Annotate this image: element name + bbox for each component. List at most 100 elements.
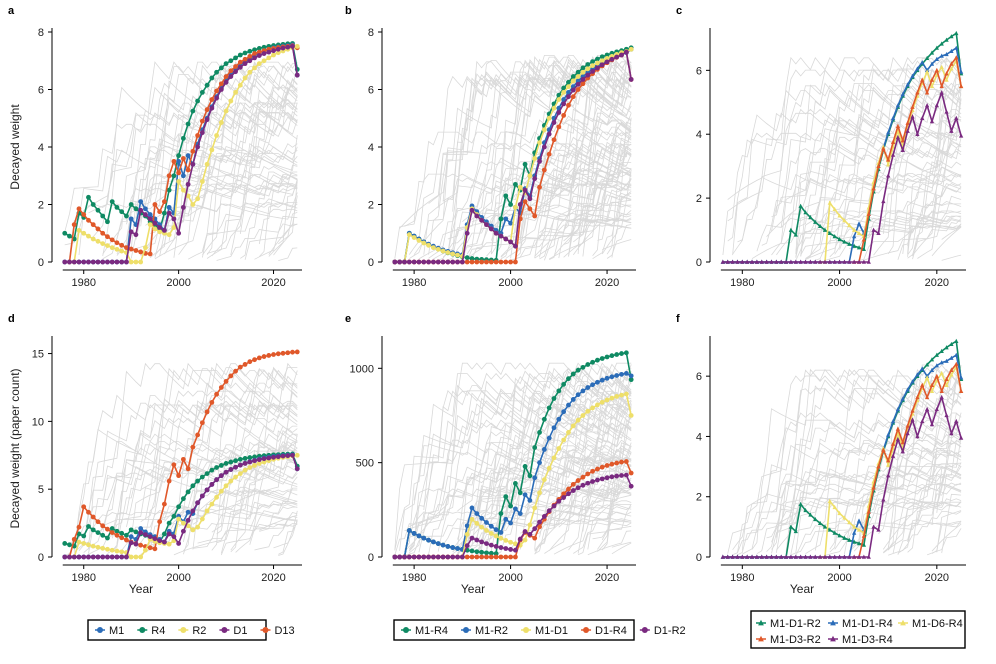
background-line	[394, 390, 632, 551]
background-line	[164, 366, 298, 522]
data-point	[817, 259, 823, 264]
data-point	[161, 210, 167, 216]
data-point	[851, 234, 857, 239]
background-line	[800, 118, 962, 257]
background-line	[423, 397, 632, 511]
data-point	[228, 58, 234, 64]
legend-label: D1-R2	[654, 625, 686, 637]
data-point	[488, 542, 494, 548]
data-point	[599, 377, 605, 383]
data-point	[71, 222, 77, 228]
data-point	[954, 418, 959, 424]
data-point	[541, 477, 547, 483]
data-point	[503, 554, 509, 560]
data-point	[895, 426, 901, 431]
data-point	[109, 237, 115, 243]
data-point	[813, 516, 818, 522]
data-point	[944, 376, 949, 381]
background-line	[442, 143, 632, 258]
data-point	[609, 56, 615, 62]
data-point	[228, 68, 234, 74]
background-line	[592, 137, 632, 256]
data-point	[575, 69, 581, 75]
data-point	[252, 51, 257, 56]
data-point	[590, 63, 595, 69]
background-line	[428, 488, 632, 555]
data-point	[890, 152, 896, 157]
data-point	[95, 238, 101, 244]
background-line	[466, 224, 632, 261]
data-point	[895, 437, 901, 442]
data-point	[95, 207, 101, 213]
background-line	[912, 195, 962, 260]
series-D1	[62, 43, 300, 265]
data-point	[541, 416, 547, 422]
data-point	[546, 131, 552, 137]
data-point	[871, 186, 876, 191]
data-point	[161, 199, 167, 205]
data-point	[233, 64, 238, 69]
data-point	[204, 82, 210, 88]
data-point	[109, 526, 115, 531]
background-line	[805, 472, 962, 555]
data-point	[949, 341, 954, 347]
data-point	[421, 259, 427, 265]
data-point	[827, 200, 833, 205]
data-point	[740, 554, 745, 559]
data-point	[934, 56, 939, 61]
data-point	[474, 259, 480, 265]
data-point	[455, 546, 460, 551]
data-point	[595, 466, 600, 472]
data-point	[166, 531, 172, 537]
data-point	[62, 230, 68, 236]
data-point	[180, 135, 186, 141]
data-point	[730, 259, 735, 264]
data-point	[62, 541, 68, 546]
background-line	[173, 503, 298, 556]
background-line	[278, 212, 298, 245]
data-point	[86, 542, 91, 548]
data-point	[498, 259, 504, 265]
background-line	[577, 520, 632, 556]
data-point	[474, 213, 480, 219]
data-point	[939, 90, 944, 95]
data-point	[522, 199, 528, 205]
data-point	[881, 198, 886, 204]
data-point	[469, 548, 475, 554]
data-point	[949, 66, 954, 71]
data-point	[730, 554, 735, 559]
data-point	[450, 545, 456, 550]
data-point	[71, 554, 77, 560]
background-line	[931, 381, 962, 526]
legend-label: D1-R4	[595, 625, 627, 637]
data-point	[290, 43, 295, 49]
data-point	[590, 68, 595, 74]
circle-marker-icon	[97, 627, 103, 633]
background-line	[462, 204, 632, 260]
data-point	[440, 542, 446, 548]
data-point	[124, 554, 129, 560]
data-point	[109, 547, 115, 553]
data-point	[832, 554, 837, 559]
data-point	[128, 534, 134, 540]
data-point	[788, 524, 794, 529]
data-point	[228, 459, 234, 465]
data-point	[769, 554, 774, 559]
data-point	[100, 241, 106, 247]
data-point	[209, 147, 215, 153]
data-point	[532, 213, 538, 219]
data-point	[595, 56, 600, 62]
data-point	[252, 458, 257, 464]
data-point	[929, 382, 935, 388]
legend-label: M1	[109, 625, 124, 637]
x-tick-label: 2020	[261, 572, 285, 584]
background-line	[563, 144, 632, 258]
data-point	[856, 518, 862, 523]
data-point	[185, 466, 191, 472]
data-point	[204, 161, 210, 167]
data-point	[455, 252, 460, 258]
data-point	[837, 236, 842, 242]
data-point	[793, 528, 798, 534]
data-point	[76, 259, 82, 265]
data-point	[464, 554, 470, 560]
